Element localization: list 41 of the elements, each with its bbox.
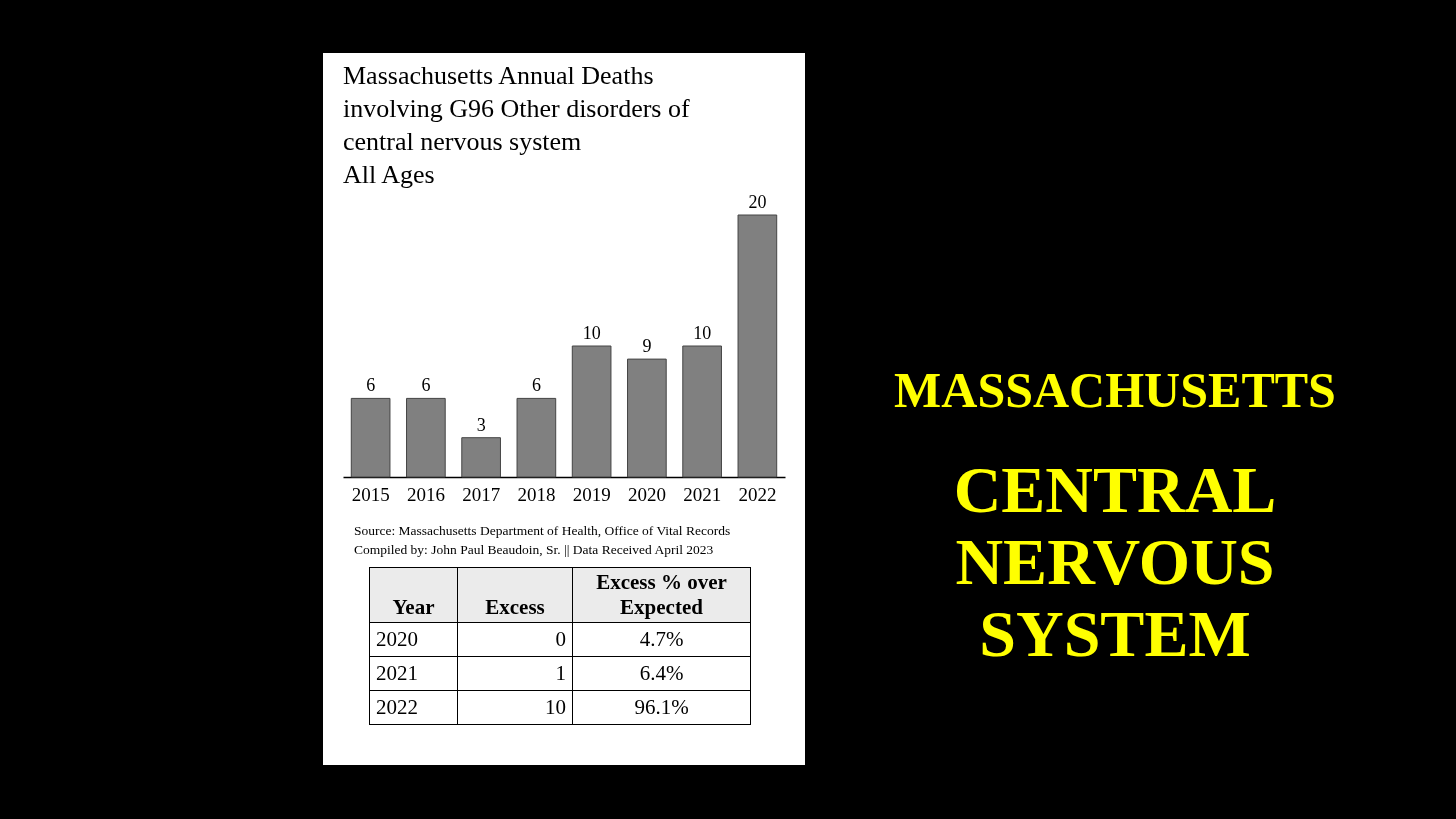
category-label: Excess % over Expected — [572, 567, 751, 623]
text: CENTRAL NERVOUS SYSTEM — [952, 453, 1278, 670]
text: Year — [369, 567, 458, 623]
category-label: Excess — [457, 567, 573, 623]
text: 96.1% — [634, 695, 689, 719]
category-label: 2022 — [376, 695, 418, 719]
data-label: 20 — [748, 192, 767, 212]
data-label: 3 — [476, 414, 486, 435]
category-label: 2020 — [376, 627, 418, 651]
text: 6.4% — [639, 661, 684, 685]
category-label: 2021 — [376, 661, 418, 685]
bar — [516, 397, 557, 478]
bar — [682, 345, 722, 478]
text: 0 — [555, 627, 566, 651]
text: 10 — [545, 695, 566, 719]
x-tick-label: 2015 — [351, 483, 390, 505]
data-label: 10 — [582, 323, 601, 343]
x-tick-label: 2021 — [683, 483, 722, 505]
chart-title: Massachusetts Annual Deaths involving G96 Other disorders of central nervous system All Ages — [343, 61, 690, 189]
x-tick-label: 2022 — [738, 483, 777, 505]
x-tick-label: 2016 — [406, 483, 445, 505]
data-label: 6 — [421, 375, 431, 396]
bar — [461, 437, 501, 478]
bar — [571, 345, 612, 478]
data-label: 10 — [693, 323, 712, 343]
x-tick-label: 2019 — [572, 483, 611, 505]
data-label: 9 — [642, 336, 652, 357]
text: Compiled by: John Paul Beaudoin, Sr. || Data Received April 2023 — [354, 542, 714, 558]
x-tick-label: 2018 — [517, 483, 556, 505]
bar — [350, 397, 391, 478]
bar — [406, 397, 446, 478]
x-tick-label: 2020 — [627, 483, 666, 505]
text: MASSACHUSETTS — [893, 361, 1337, 420]
text: 1 — [555, 661, 566, 685]
x-tick-label: 2017 — [462, 483, 501, 505]
bar — [737, 214, 778, 478]
data-label: 6 — [531, 375, 541, 396]
bar — [627, 358, 667, 478]
data-label: 6 — [366, 375, 376, 396]
text: 4.7% — [639, 627, 684, 651]
source-note: Source: Massachusetts Department of Health, Office of Vital Records — [354, 523, 731, 539]
